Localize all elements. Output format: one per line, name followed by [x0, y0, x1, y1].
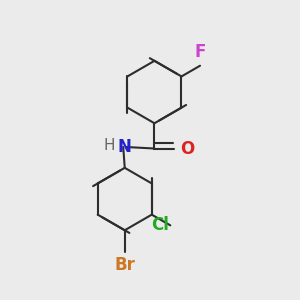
- Text: F: F: [194, 43, 206, 61]
- Text: O: O: [180, 140, 195, 158]
- Text: Br: Br: [114, 256, 135, 274]
- Text: Cl: Cl: [151, 216, 169, 234]
- Text: H: H: [103, 138, 115, 153]
- Text: N: N: [118, 138, 132, 156]
